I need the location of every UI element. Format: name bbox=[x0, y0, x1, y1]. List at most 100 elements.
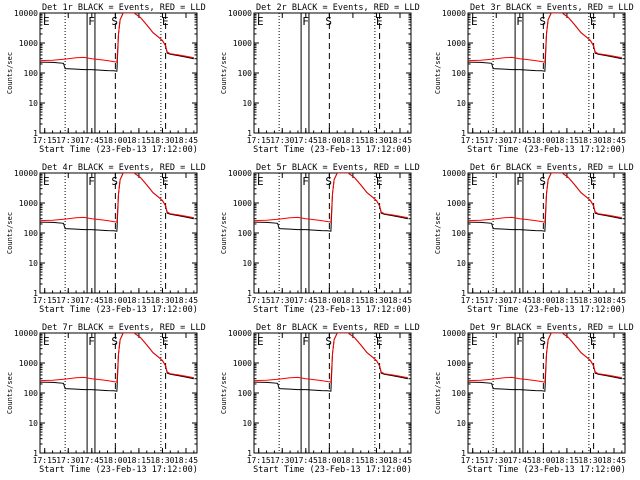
x-tick-label: 17:45 bbox=[80, 296, 104, 305]
interval-marker-label: E bbox=[257, 15, 264, 28]
interval-marker-label: E bbox=[257, 175, 264, 188]
panel: Det 6r BLACK = Events, RED = LLD 1 10 100 10… bbox=[434, 163, 634, 315]
interval-marker-label: S bbox=[325, 15, 332, 28]
x-tick-label: 18:00 bbox=[103, 456, 127, 465]
y-axis-label: Counts/sec bbox=[220, 372, 228, 414]
interval-marker-label: F bbox=[302, 175, 309, 188]
x-tick-label: 18:30 bbox=[578, 456, 602, 465]
interval-marker-label: S bbox=[539, 335, 546, 348]
interval-marker-label: E bbox=[43, 175, 50, 188]
x-tick-label: 17:30 bbox=[56, 456, 80, 465]
y-axis-label: Counts/sec bbox=[434, 372, 442, 414]
y-tick-label: 100 bbox=[24, 389, 39, 398]
y-tick-label: 10000 bbox=[14, 169, 38, 178]
x-tick-label: 18:15 bbox=[341, 136, 365, 145]
panel-title: Det 7r BLACK = Events, RED = LLD bbox=[42, 323, 206, 333]
x-tick-label: 18:15 bbox=[555, 136, 579, 145]
x-tick-label: 17:30 bbox=[270, 456, 294, 465]
panel-title: Det 5r BLACK = Events, RED = LLD bbox=[256, 163, 420, 173]
interval-marker-label: E bbox=[590, 15, 597, 28]
interval-marker-label: E bbox=[471, 335, 478, 348]
x-tick-label: 18:15 bbox=[127, 136, 151, 145]
lld-series-line bbox=[40, 13, 194, 63]
y-tick-label: 10 bbox=[242, 99, 252, 108]
y-tick-label: 1000 bbox=[233, 39, 252, 48]
interval-marker-label: S bbox=[111, 335, 118, 348]
x-tick-label: 18:30 bbox=[150, 136, 174, 145]
x-tick-label: 17:15 bbox=[247, 456, 271, 465]
x-tick-label: 18:15 bbox=[127, 456, 151, 465]
lld-series-line bbox=[40, 333, 194, 383]
x-tick-label: 17:15 bbox=[33, 456, 57, 465]
y-tick-label: 1 bbox=[461, 449, 466, 458]
panel: Det 7r BLACK = Events, RED = LLD 1 10 100 10… bbox=[6, 323, 206, 475]
y-tick-label: 10000 bbox=[442, 329, 466, 338]
interval-marker-label: E bbox=[162, 175, 169, 188]
interval-marker-label: E bbox=[376, 175, 383, 188]
interval-marker-label: E bbox=[376, 15, 383, 28]
x-tick-label: 18:15 bbox=[555, 296, 579, 305]
x-axis-label: Start Time (23-Feb-13 17:12:00) bbox=[39, 465, 198, 475]
x-tick-label: 17:15 bbox=[33, 136, 57, 145]
lld-series-line bbox=[468, 333, 622, 383]
interval-marker-label: E bbox=[590, 175, 597, 188]
x-axis-label: Start Time (23-Feb-13 17:12:00) bbox=[39, 305, 198, 315]
x-tick-label: 17:30 bbox=[270, 136, 294, 145]
y-tick-label: 10 bbox=[28, 99, 38, 108]
y-tick-label: 1 bbox=[461, 129, 466, 138]
y-tick-label: 100 bbox=[24, 69, 39, 78]
x-tick-label: 18:30 bbox=[364, 136, 388, 145]
interval-marker-label: F bbox=[88, 335, 95, 348]
panel-title: Det 6r BLACK = Events, RED = LLD bbox=[470, 163, 634, 173]
panel: Det 9r BLACK = Events, RED = LLD 1 10 100 10… bbox=[434, 323, 634, 475]
panel: Det 8r BLACK = Events, RED = LLD 1 10 100 10… bbox=[220, 323, 420, 475]
lld-series-line bbox=[468, 173, 622, 223]
y-tick-label: 10 bbox=[28, 419, 38, 428]
y-tick-label: 100 bbox=[452, 229, 467, 238]
y-tick-label: 100 bbox=[452, 389, 467, 398]
x-tick-label: 18:00 bbox=[531, 456, 555, 465]
x-tick-label: 18:15 bbox=[127, 296, 151, 305]
panel: Det 2r BLACK = Events, RED = LLD 1 10 100 10… bbox=[220, 3, 420, 155]
x-tick-label: 17:45 bbox=[294, 456, 318, 465]
interval-marker-label: S bbox=[325, 175, 332, 188]
y-axis-label: Counts/sec bbox=[220, 52, 228, 94]
x-tick-label: 18:00 bbox=[103, 296, 127, 305]
x-tick-label: 17:45 bbox=[508, 456, 532, 465]
interval-marker-label: E bbox=[257, 335, 264, 348]
x-tick-label: 18:45 bbox=[174, 136, 198, 145]
x-tick-label: 18:00 bbox=[317, 456, 341, 465]
x-tick-label: 17:30 bbox=[56, 136, 80, 145]
y-tick-label: 1 bbox=[33, 129, 38, 138]
y-tick-label: 1 bbox=[247, 129, 252, 138]
interval-marker-label: F bbox=[302, 335, 309, 348]
panel-title: Det 9r BLACK = Events, RED = LLD bbox=[470, 323, 634, 333]
y-tick-label: 1 bbox=[247, 289, 252, 298]
y-axis-label: Counts/sec bbox=[434, 212, 442, 254]
interval-marker-label: E bbox=[471, 175, 478, 188]
x-tick-label: 17:45 bbox=[508, 296, 532, 305]
interval-marker-label: S bbox=[325, 335, 332, 348]
interval-marker-label: E bbox=[43, 15, 50, 28]
panel: Det 5r BLACK = Events, RED = LLD 1 10 100 10… bbox=[220, 163, 420, 315]
y-tick-label: 1 bbox=[247, 449, 252, 458]
x-tick-label: 18:30 bbox=[150, 296, 174, 305]
x-tick-label: 18:00 bbox=[531, 296, 555, 305]
y-tick-label: 10000 bbox=[14, 9, 38, 18]
x-axis-label: Start Time (23-Feb-13 17:12:00) bbox=[467, 305, 626, 315]
x-tick-label: 18:00 bbox=[317, 296, 341, 305]
x-tick-label: 18:45 bbox=[388, 136, 412, 145]
lld-series-line bbox=[40, 173, 194, 223]
x-tick-label: 18:30 bbox=[150, 456, 174, 465]
y-tick-label: 10 bbox=[456, 99, 466, 108]
panel-title: Det 4r BLACK = Events, RED = LLD bbox=[42, 163, 206, 173]
y-tick-label: 1000 bbox=[19, 199, 38, 208]
x-tick-label: 17:30 bbox=[56, 296, 80, 305]
y-tick-label: 1000 bbox=[19, 359, 38, 368]
x-tick-label: 18:45 bbox=[602, 296, 626, 305]
y-tick-label: 10 bbox=[28, 259, 38, 268]
y-tick-label: 10 bbox=[242, 419, 252, 428]
y-axis-label: Counts/sec bbox=[434, 52, 442, 94]
y-tick-label: 10000 bbox=[442, 9, 466, 18]
x-tick-label: 18:30 bbox=[578, 296, 602, 305]
